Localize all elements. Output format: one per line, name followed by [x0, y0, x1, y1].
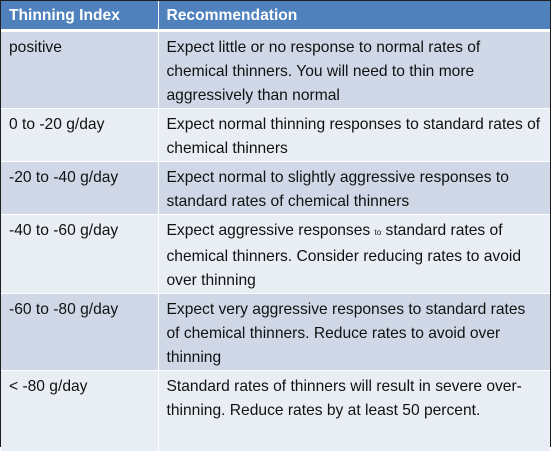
thinning-index-cell: positive: [1, 31, 158, 109]
table-header-row: Thinning Index Recommendation: [1, 1, 550, 31]
thinning-index-cell: -60 to -80 g/day: [1, 294, 158, 371]
recommendation-cell: Expect aggressive responses to standard …: [158, 215, 550, 294]
table-row: positive Expect little or no response to…: [1, 31, 550, 109]
thinning-index-cell: -20 to -40 g/day: [1, 162, 158, 215]
thinning-index-cell: -40 to -60 g/day: [1, 215, 158, 294]
recommendation-cell: Expect normal thinning responses to stan…: [158, 109, 550, 162]
recommendation-cell: Standard rates of thinners will result i…: [158, 371, 550, 451]
thinning-index-cell: < -80 g/day: [1, 371, 158, 451]
table-row: -40 to -60 g/day Expect aggressive respo…: [1, 215, 550, 294]
recommendation-cell: Expect normal to slightly aggressive res…: [158, 162, 550, 215]
recommendation-cell: Expect very aggressive responses to stan…: [158, 294, 550, 371]
table-row: -20 to -40 g/day Expect normal to slight…: [1, 162, 550, 215]
recommendation-text-pre: Expect aggressive responses: [167, 222, 375, 239]
thinning-index-cell: 0 to -20 g/day: [1, 109, 158, 162]
recommendation-cell: Expect little or no response to normal r…: [158, 31, 550, 109]
table-row: < -80 g/day Standard rates of thinners w…: [1, 371, 550, 451]
header-recommendation: Recommendation: [158, 1, 550, 31]
header-thinning-index: Thinning Index: [1, 1, 158, 31]
table-row: -60 to -80 g/day Expect very aggressive …: [1, 294, 550, 371]
table-row: 0 to -20 g/day Expect normal thinning re…: [1, 109, 550, 162]
